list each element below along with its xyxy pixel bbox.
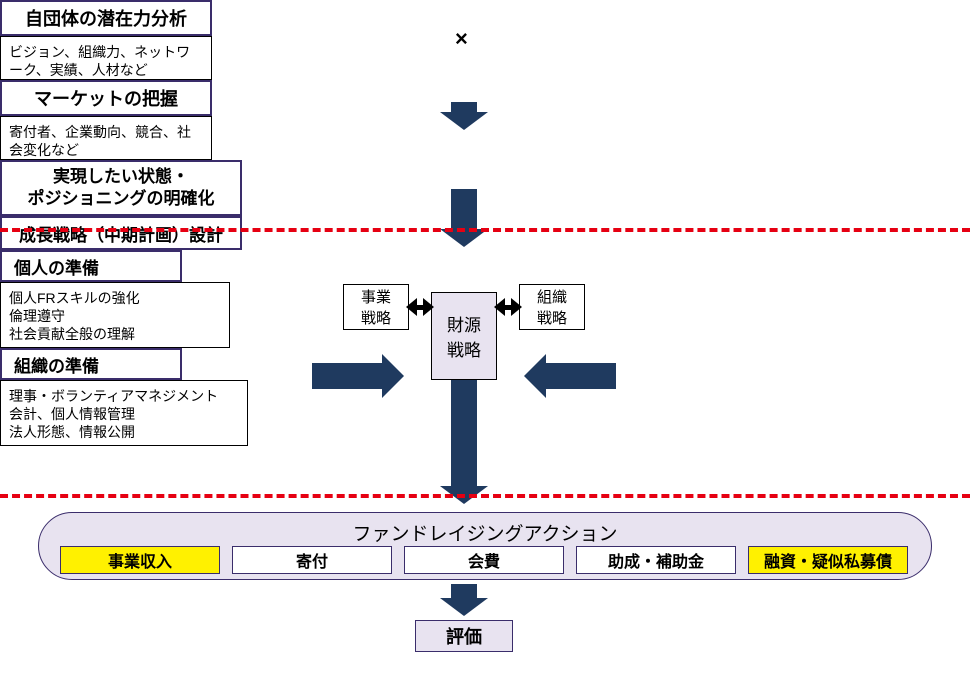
box-personal-desc: 個人FRスキルの強化 倫理遵守 社会貢献全般の理解 [0, 282, 230, 348]
positioning-line1: 実現したい状態・ [53, 166, 189, 188]
arrow-to-strategy [440, 189, 488, 247]
action-title: ファンドレイジングアクション [39, 519, 931, 546]
box-market-desc: 寄付者、企業動向、競合、社会変化など [0, 116, 212, 160]
divider-1 [0, 228, 970, 232]
positioning-line2: ポジショニングの明確化 [28, 188, 215, 210]
arrow-to-eval [440, 584, 488, 616]
box-market-title: マーケットの把握 [0, 80, 212, 116]
box-personal-title: 個人の準備 [0, 250, 182, 282]
box-fin-strategy: 財源 戦略 [431, 292, 497, 380]
box-org-desc: 理事・ボランティアマネジメント 会計、個人情報管理 法人形態、情報公開 [0, 380, 248, 446]
box-strategy-title: 成長戦略（中期計画）設計 [0, 216, 242, 250]
box-org-strategy: 組織 戦略 [519, 284, 585, 330]
arrow-to-positioning [440, 102, 488, 130]
action-item-1: 寄付 [232, 546, 392, 574]
action-item-3: 助成・補助金 [576, 546, 736, 574]
divider-2 [0, 494, 970, 498]
arrow-fin-org [494, 298, 522, 316]
box-potential-title: 自団体の潜在力分析 [0, 0, 212, 36]
arrow-biz-fin [406, 298, 434, 316]
box-biz-strategy: 事業 戦略 [343, 284, 409, 330]
arrow-to-action [440, 380, 488, 504]
action-item-2: 会費 [404, 546, 564, 574]
arrow-org-to-fin [524, 354, 616, 398]
x-symbol: × [455, 26, 468, 52]
box-potential-desc: ビジョン、組織力、ネットワーク、実績、人材など [0, 36, 212, 80]
action-item-4: 融資・疑似私募債 [748, 546, 908, 574]
box-org-title: 組織の準備 [0, 348, 182, 380]
action-item-0: 事業収入 [60, 546, 220, 574]
box-eval: 評価 [415, 620, 513, 652]
box-positioning: 実現したい状態・ ポジショニングの明確化 [0, 160, 242, 216]
arrow-personal-to-fin [312, 354, 404, 398]
